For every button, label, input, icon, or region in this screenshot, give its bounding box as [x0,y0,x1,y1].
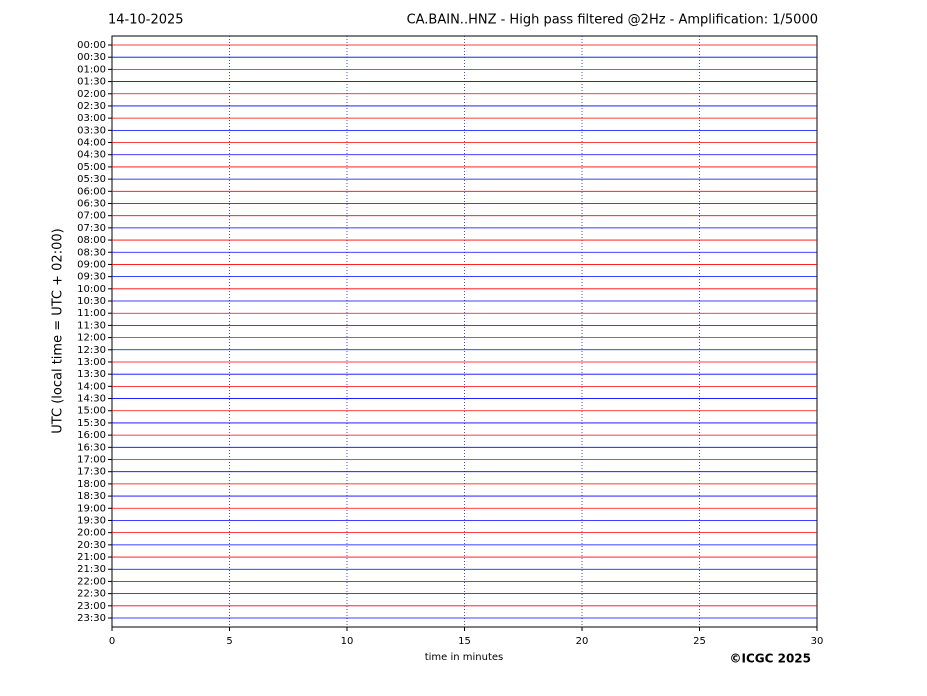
y-tick-label: 17:30 [77,467,106,478]
y-tick-label: 00:00 [77,40,106,51]
y-tick-label: 10:00 [77,284,106,295]
y-tick-label: 03:30 [77,125,106,136]
x-tick-label: 10 [341,636,354,647]
y-tick-label: 18:30 [77,491,106,502]
y-tick-label: 02:30 [77,101,106,112]
y-tick-label: 23:30 [77,613,106,624]
x-tick-label: 20 [576,636,589,647]
x-tick-label: 15 [458,636,471,647]
y-tick-label: 10:30 [77,296,106,307]
y-tick-label: 14:30 [77,394,106,405]
y-tick-label: 16:30 [77,442,106,453]
y-tick-label: 09:00 [77,259,106,270]
y-tick-label: 17:00 [77,455,106,466]
y-tick-label: 19:30 [77,515,106,526]
y-tick-label: 11:00 [77,308,106,319]
y-tick-label: 05:30 [77,174,106,185]
y-tick-label: 22:30 [77,589,106,600]
y-tick-label: 21:00 [77,552,106,563]
y-tick-label: 11:30 [77,320,106,331]
y-tick-label: 12:30 [77,345,106,356]
y-tick-label: 00:30 [77,52,106,63]
y-tick-label: 07:00 [77,211,106,222]
y-tick-label: 21:30 [77,564,106,575]
y-tick-label: 15:00 [77,406,106,417]
chart-title: CA.BAIN..HNZ - High pass filtered @2Hz -… [407,13,818,28]
y-tick-label: 04:00 [77,138,106,149]
y-tick-label: 22:00 [77,576,106,587]
y-tick-label: 12:00 [77,333,106,344]
y-tick-label: 15:30 [77,418,106,429]
y-tick-label: 03:00 [77,113,106,124]
y-tick-label: 14:00 [77,381,106,392]
y-tick-label: 05:00 [77,162,106,173]
y-tick-label: 16:00 [77,430,106,441]
date-title: 14-10-2025 [108,13,184,28]
x-axis-label: time in minutes [425,652,504,663]
credit: ©ICGC 2025 [729,652,811,666]
x-tick-label: 25 [693,636,706,647]
y-tick-label: 02:00 [77,89,106,100]
y-tick-label: 08:00 [77,235,106,246]
y-tick-label: 13:30 [77,369,106,380]
y-tick-label: 20:30 [77,540,106,551]
y-tick-label: 13:00 [77,357,106,368]
y-tick-label: 08:30 [77,247,106,258]
y-tick-label: 01:30 [77,77,106,88]
y-tick-label: 07:30 [77,223,106,234]
y-tick-label: 04:30 [77,150,106,161]
y-axis-label: UTC (local time = UTC + 02:00) [51,228,66,433]
y-tick-label: 23:00 [77,601,106,612]
x-tick-label: 30 [811,636,824,647]
y-tick-label: 09:30 [77,272,106,283]
y-tick-label: 06:00 [77,186,106,197]
y-tick-label: 06:30 [77,198,106,209]
y-tick-label: 19:00 [77,503,106,514]
y-tick-label: 18:00 [77,479,106,490]
x-tick-label: 5 [226,636,232,647]
y-tick-label: 01:00 [77,64,106,75]
x-tick-label: 0 [109,636,115,647]
y-tick-label: 20:00 [77,528,106,539]
plot-frame [111,35,818,628]
